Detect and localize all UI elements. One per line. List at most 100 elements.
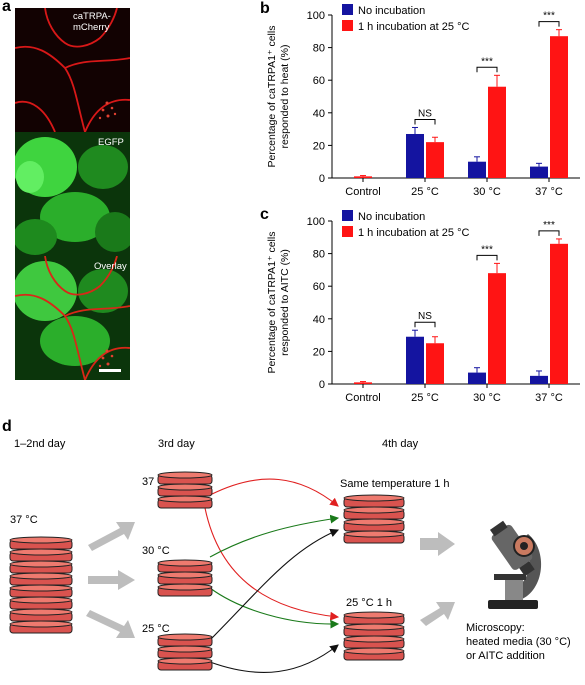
egfp-label: EGFP xyxy=(98,137,124,148)
aitc-bar xyxy=(488,273,506,384)
overlay-label: Overlay xyxy=(94,261,127,272)
aitc-significance-label: *** xyxy=(543,220,555,231)
heat-significance-bracket xyxy=(538,21,560,27)
culture-dish-lid xyxy=(343,506,405,514)
aitc-category-label: 37 °C xyxy=(535,392,563,404)
aitc-bar xyxy=(468,372,486,384)
heat-significance-label: *** xyxy=(543,11,555,22)
day3-temp-30: 30 °C xyxy=(142,545,170,557)
outcome-same-temp: Same temperature 1 h xyxy=(340,478,449,490)
aitc-ylabel-2: responded to AITC (%) xyxy=(279,249,291,356)
heat-ytick-label: 60 xyxy=(313,75,325,87)
culture-dish-lid xyxy=(157,471,213,479)
heat-bar xyxy=(406,133,424,178)
dish-stack-same-temp xyxy=(343,494,405,544)
culture-dish-lid xyxy=(9,536,73,544)
aitc-ytick-label: 100 xyxy=(307,216,325,228)
grey-block-arrows xyxy=(86,522,455,638)
culture-dish-lid xyxy=(343,611,405,619)
microscopy-label-2: heated media (30 °C) xyxy=(466,636,571,648)
day-label-3: 3rd day xyxy=(158,438,195,450)
dish-stack-25 xyxy=(157,633,213,671)
mcherry-micrograph: caTRPA-mCherry xyxy=(15,8,130,132)
aitc-significance-bracket xyxy=(538,230,560,236)
aitc-ytick-label: 60 xyxy=(313,281,325,293)
aitc-response-bar-chart: Percentage of caTRPA1⁺ cells responded to… xyxy=(266,210,580,404)
heat-ytick-label: 40 xyxy=(313,108,325,120)
aitc-ytick-label: 40 xyxy=(313,314,325,326)
aitc-category-label: 30 °C xyxy=(473,392,501,404)
aitc-ytick-label: 0 xyxy=(319,379,325,391)
heat-ytick-label: 100 xyxy=(307,10,325,22)
aitc-legend-label: 1 h incubation at 25 °C xyxy=(358,227,469,239)
day-label-4: 4th day xyxy=(382,438,419,450)
overlay-micrograph: Overlay xyxy=(15,256,130,380)
heat-ytick-label: 20 xyxy=(313,140,325,152)
heat-bar xyxy=(354,176,372,178)
culture-dish-lid xyxy=(157,645,213,653)
panel-label-c: c xyxy=(260,206,269,223)
culture-dish-lid xyxy=(157,571,213,579)
dish-stack-37 xyxy=(157,471,213,509)
culture-dish-lid xyxy=(343,647,405,655)
heat-bar xyxy=(530,166,548,178)
culture-dish-lid xyxy=(9,548,73,556)
culture-dish-lid xyxy=(343,518,405,526)
heat-significance-bracket xyxy=(414,118,436,125)
aitc-bar xyxy=(354,382,372,384)
heat-significance-label: *** xyxy=(481,56,493,67)
aitc-legend-swatch xyxy=(342,226,353,237)
aitc-legend-label: No incubation xyxy=(358,211,425,223)
outcome-25-1h: 25 °C 1 h xyxy=(346,597,392,609)
culture-dish-lid xyxy=(343,530,405,538)
egfp-cells-image xyxy=(15,132,130,256)
culture-dish-lid xyxy=(343,494,405,502)
day-label-1: 1–2nd day xyxy=(14,438,66,450)
aitc-bar xyxy=(426,343,444,384)
heat-category-label: 30 °C xyxy=(473,186,501,198)
aitc-significance-bracket xyxy=(476,254,498,261)
aitc-ytick-label: 20 xyxy=(313,346,325,358)
heat-significance-label: NS xyxy=(418,108,432,119)
heat-ylabel-2: responded to heat (%) xyxy=(279,45,291,149)
heat-ylabel-1: Percentage of caTRPA1⁺ cells xyxy=(266,26,278,168)
panel-label-d: d xyxy=(2,418,12,435)
culture-dish-lid xyxy=(157,633,213,641)
heat-ytick-label: 80 xyxy=(313,43,325,55)
microscopy-label-3: or AITC addition xyxy=(466,650,545,662)
culture-dish-lid xyxy=(343,635,405,643)
dish-stack-25-1h xyxy=(343,611,405,661)
heat-category-label: 37 °C xyxy=(535,186,563,198)
culture-dish-lid xyxy=(157,583,213,591)
panel-label-b: b xyxy=(260,0,270,17)
heat-category-label: 25 °C xyxy=(411,186,439,198)
heat-significance-bracket xyxy=(476,66,498,73)
dish-stack-start xyxy=(9,536,73,634)
aitc-significance-label: NS xyxy=(418,311,432,322)
culture-dish-lid xyxy=(157,483,213,491)
aitc-category-label: Control xyxy=(345,392,380,404)
heat-bar xyxy=(468,161,486,178)
aitc-bar xyxy=(550,243,568,384)
aitc-bar xyxy=(530,375,548,384)
aitc-bar xyxy=(406,336,424,384)
culture-dish-lid xyxy=(157,495,213,503)
heat-bar xyxy=(488,86,506,178)
aitc-category-label: 25 °C xyxy=(411,392,439,404)
aitc-legend-swatch xyxy=(342,210,353,221)
culture-dish-lid xyxy=(343,623,405,631)
microscopy-label-1: Microscopy: xyxy=(466,622,525,634)
heat-bar xyxy=(426,142,444,178)
start-temp-label: 37 °C xyxy=(10,514,38,526)
egfp-micrograph: EGFP xyxy=(15,132,130,256)
heat-legend-swatch xyxy=(342,20,353,31)
day3-temp-25: 25 °C xyxy=(142,623,170,635)
aitc-ytick-label: 80 xyxy=(313,249,325,261)
culture-dish-lid xyxy=(9,560,73,568)
overlay-cells-image xyxy=(15,256,130,380)
culture-dish-lid xyxy=(9,572,73,580)
culture-dish-lid xyxy=(9,584,73,592)
panel-label-a: a xyxy=(2,0,11,15)
heat-legend-swatch xyxy=(342,4,353,15)
culture-dish-lid xyxy=(9,596,73,604)
